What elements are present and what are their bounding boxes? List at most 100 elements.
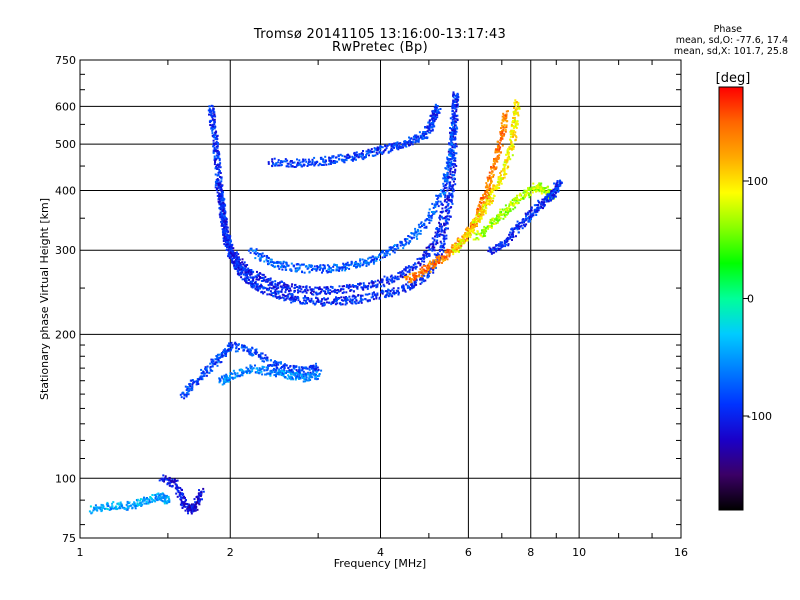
data-point	[493, 220, 496, 223]
data-point	[426, 255, 428, 258]
data-point	[445, 177, 448, 180]
data-point	[289, 377, 291, 380]
data-point	[293, 297, 296, 300]
data-point	[442, 250, 445, 253]
data-point	[312, 288, 315, 291]
data-point	[449, 127, 452, 129]
data-point	[454, 250, 457, 253]
data-point	[445, 210, 448, 213]
data-point	[386, 144, 389, 147]
data-point	[419, 264, 422, 267]
data-point	[442, 237, 445, 240]
data-point	[516, 122, 519, 125]
data-point	[343, 155, 346, 158]
data-point	[311, 160, 314, 163]
data-point	[491, 189, 494, 192]
data-point	[107, 505, 110, 507]
data-point	[419, 226, 422, 229]
data-point	[314, 302, 317, 305]
data-point	[428, 271, 431, 274]
data-point	[249, 351, 252, 354]
data-point	[190, 379, 193, 382]
data-point	[552, 188, 555, 191]
data-point	[241, 278, 244, 281]
data-point	[454, 142, 457, 145]
data-point	[233, 342, 236, 345]
data-point	[237, 253, 240, 256]
data-point	[396, 290, 399, 293]
data-point	[370, 285, 373, 288]
data-point	[307, 298, 310, 301]
data-point	[512, 148, 515, 150]
data-point	[535, 214, 538, 216]
data-point	[260, 256, 263, 259]
data-point	[495, 222, 497, 225]
data-point	[525, 193, 528, 196]
data-point	[452, 180, 455, 183]
data-point	[275, 367, 278, 370]
data-point	[282, 294, 285, 297]
data-point	[228, 236, 231, 239]
data-point	[191, 379, 194, 381]
data-point	[543, 189, 546, 192]
data-point	[308, 300, 311, 303]
data-point	[471, 218, 474, 221]
data-point	[277, 159, 280, 162]
data-point	[427, 264, 429, 267]
data-point	[543, 204, 546, 206]
data-point	[372, 295, 374, 298]
data-point	[495, 160, 498, 163]
data-point	[235, 256, 238, 258]
data-point	[496, 151, 499, 154]
data-point	[281, 372, 284, 375]
data-point	[271, 158, 274, 161]
data-point	[541, 198, 544, 201]
data-point	[218, 213, 221, 216]
data-point	[492, 188, 495, 191]
data-point	[358, 300, 361, 303]
data-point	[438, 223, 441, 226]
data-point	[313, 164, 316, 167]
data-point	[287, 293, 290, 296]
data-point	[449, 167, 452, 170]
data-point	[392, 250, 395, 253]
data-point	[408, 136, 410, 139]
data-point	[499, 172, 502, 174]
data-point	[294, 283, 297, 286]
data-point	[505, 239, 508, 242]
data-point	[448, 251, 451, 254]
data-point	[441, 203, 444, 206]
data-point	[370, 256, 373, 259]
data-point	[527, 187, 529, 190]
data-point	[360, 152, 363, 155]
data-point	[428, 265, 431, 268]
data-point	[495, 159, 498, 162]
data-point	[488, 201, 491, 204]
data-point	[542, 203, 545, 205]
data-point	[413, 281, 416, 284]
data-point	[440, 189, 442, 192]
data-point	[319, 264, 322, 267]
data-point	[217, 200, 220, 203]
data-point	[247, 367, 249, 370]
data-point	[261, 360, 264, 363]
data-point	[451, 107, 454, 110]
data-point	[250, 269, 253, 271]
data-point	[455, 245, 458, 248]
data-point	[506, 149, 509, 152]
data-point	[370, 281, 373, 284]
data-point	[201, 375, 204, 378]
data-point	[282, 262, 285, 265]
data-point	[452, 156, 455, 159]
data-point	[282, 364, 285, 367]
data-point	[355, 158, 357, 161]
data-point	[301, 271, 304, 274]
data-point	[376, 153, 379, 156]
data-point	[283, 367, 286, 369]
data-point	[220, 212, 223, 215]
data-point	[223, 238, 226, 241]
data-point	[224, 210, 226, 213]
data-point	[383, 252, 386, 255]
data-point	[225, 230, 228, 233]
data-point	[486, 189, 489, 192]
